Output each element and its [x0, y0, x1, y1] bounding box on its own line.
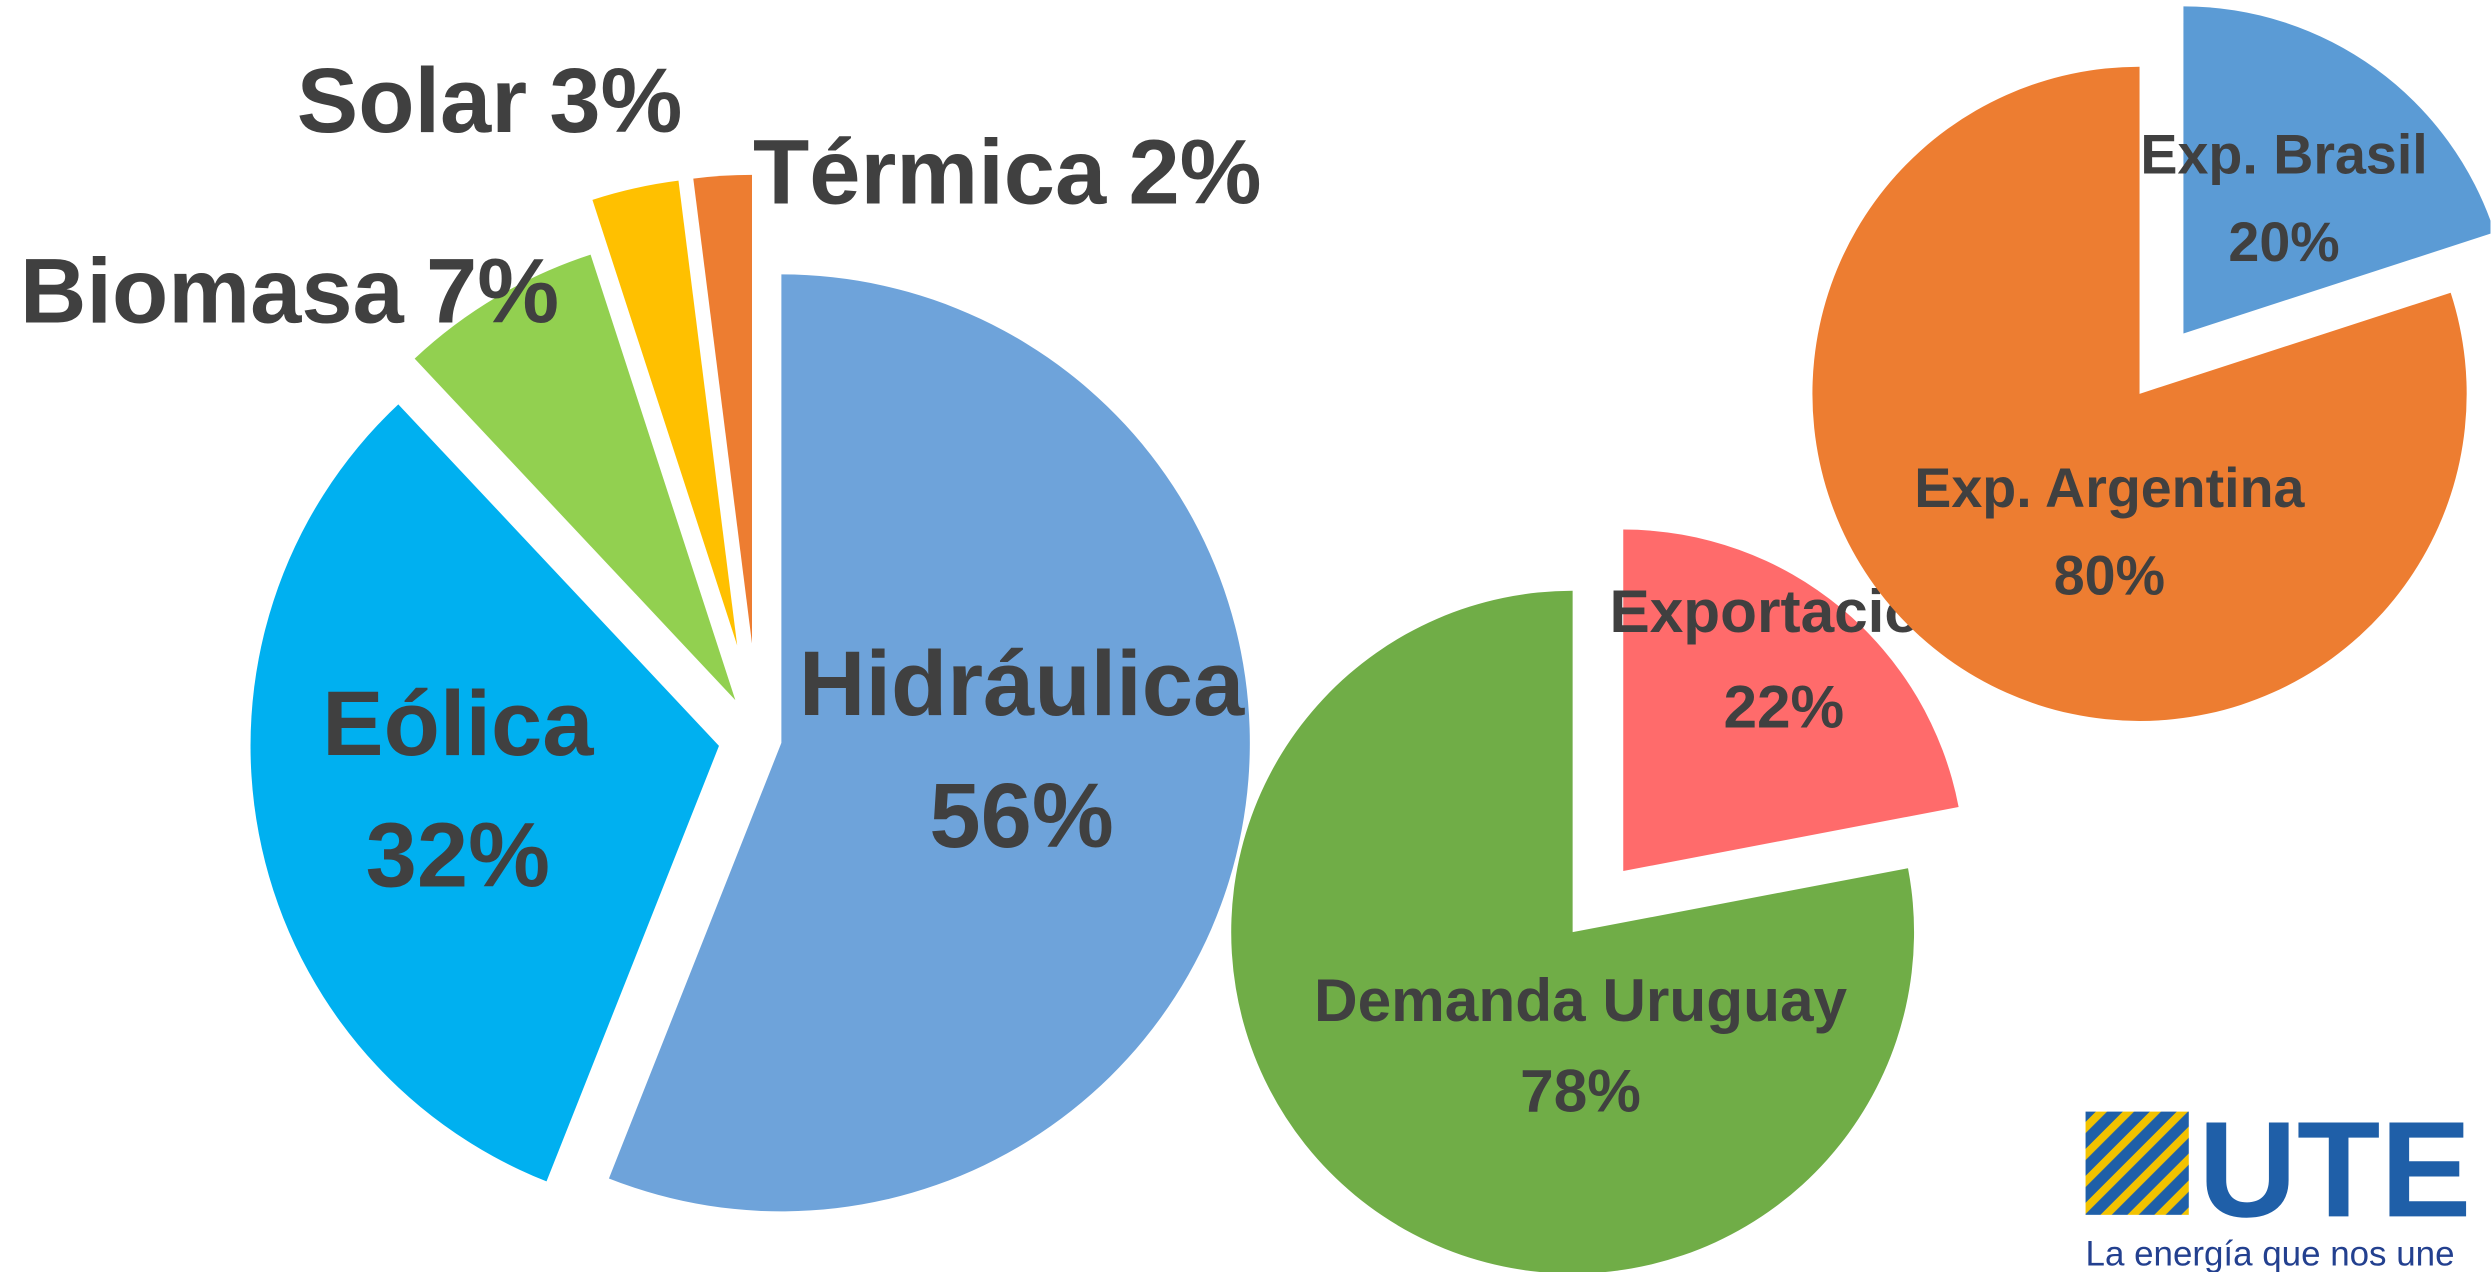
- slice-value-label: 80%: [2054, 544, 2165, 606]
- pie-chart: Exp. Brasil 20% Exp. Argentina 80%: [1812, 6, 2491, 721]
- slice-value-label: 56%: [929, 764, 1113, 867]
- slice-label-group: Biomasa 7%: [20, 240, 559, 343]
- slice-label: Exp. Argentina: [1914, 457, 2305, 519]
- slice-value-label: 32%: [366, 804, 550, 907]
- slice-label: Solar: [297, 49, 527, 152]
- slice-label: Hidráulica: [799, 632, 1245, 735]
- slice-value-label: 7%: [426, 240, 559, 343]
- slice-label-group: Térmica 2%: [753, 121, 1262, 224]
- logo-tagline: La energía que nos une: [2086, 1235, 2455, 1272]
- pie-slice: [1231, 590, 1915, 1272]
- slice-label: Demanda Uruguay: [1314, 966, 1847, 1034]
- logo: UTE La energía que nos une: [2085, 1092, 2471, 1272]
- pie-slice: [1812, 66, 2467, 721]
- slice-label: Eólica: [322, 672, 594, 775]
- logo-name: UTE: [2198, 1092, 2471, 1245]
- pie-chart: Hidráulica 56% Eólica 32% Biomasa 7% Solar 3% Té…: [20, 49, 1262, 1212]
- slice-value-label: 3%: [549, 49, 682, 152]
- logo-mark: [2085, 1111, 2189, 1215]
- slice-label: Térmica: [753, 121, 1107, 224]
- pie-slice: [592, 180, 738, 646]
- slice-value-label: 78%: [1520, 1057, 1641, 1125]
- slice-label: Exp. Brasil: [2140, 123, 2427, 185]
- pie-slice: [693, 174, 752, 644]
- pie-slice: [2183, 6, 2491, 334]
- pie-slice: [250, 404, 719, 1182]
- slice-value-label: 22%: [1723, 672, 1844, 740]
- canvas: UTE La energía que nos une Hidráulica 56%…: [20, 6, 2491, 1272]
- pie-slice: [608, 274, 1250, 1212]
- pie-slice: [414, 254, 736, 701]
- slice-label: Biomasa: [20, 240, 405, 343]
- slice-value-label: 20%: [2228, 211, 2339, 273]
- pie-slice: [1623, 529, 1959, 871]
- slice-label-group: Solar 3%: [297, 49, 683, 152]
- slice-value-label: 2%: [1128, 121, 1261, 224]
